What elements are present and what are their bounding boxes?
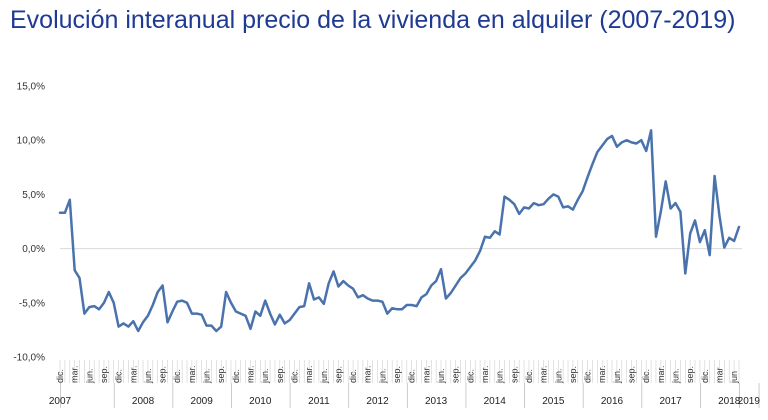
chart-title: Evolución interanual precio de la vivien… bbox=[10, 6, 736, 34]
x-year-label: 2010 bbox=[249, 396, 272, 407]
x-month-label: dic. bbox=[583, 369, 593, 383]
y-tick-label: -10,0% bbox=[13, 353, 45, 364]
x-month-label: jun. bbox=[84, 368, 94, 384]
x-year-label: 2011 bbox=[308, 396, 330, 407]
x-month-label: jun. bbox=[495, 368, 505, 384]
x-tick-labels: dic. mar. jun. sep. dic. mar. jun. sep. dic. mar.… bbox=[49, 365, 760, 407]
x-year-label: 2014 bbox=[484, 396, 507, 407]
x-month-label: mar. bbox=[128, 365, 138, 383]
x-month-label: mar. bbox=[304, 365, 314, 383]
x-month-label: sep. bbox=[451, 366, 461, 383]
x-year-label: 2018 bbox=[718, 396, 741, 407]
y-tick-label: 15,0% bbox=[17, 82, 45, 93]
x-month-label: jun bbox=[729, 371, 739, 384]
x-month-label: jun. bbox=[260, 368, 270, 384]
x-month-label: mar. bbox=[480, 365, 490, 383]
y-tick-label: 10,0% bbox=[17, 136, 45, 147]
x-year-label: 2015 bbox=[542, 396, 565, 407]
x-year-label: 2007 bbox=[49, 396, 72, 407]
x-month-label: sep. bbox=[99, 366, 109, 383]
x-month-label: jun. bbox=[436, 368, 446, 384]
x-month-label: mar bbox=[714, 367, 724, 383]
x-month-label: mar. bbox=[70, 365, 80, 383]
series-line bbox=[58, 129, 741, 333]
x-month-label: jun. bbox=[319, 368, 329, 384]
x-month-label: mar. bbox=[187, 365, 197, 383]
x-month-label: sep. bbox=[568, 366, 578, 383]
x-month-label: dic. bbox=[231, 369, 241, 383]
x-month-label: dic. bbox=[465, 369, 475, 383]
x-month-label: dic. bbox=[641, 369, 651, 383]
x-month-label: dic. bbox=[348, 369, 358, 383]
x-month-label: jun. bbox=[143, 368, 153, 384]
x-month-label: dic. bbox=[700, 369, 710, 383]
x-month-label: sep. bbox=[627, 366, 637, 383]
y-tick-labels: 15,0% 10,0% 5,0% 0,0% -5,0% -10,0% bbox=[13, 82, 45, 364]
x-month-label: jun. bbox=[202, 368, 212, 384]
x-month-label: mar. bbox=[597, 365, 607, 383]
x-year-label: 2016 bbox=[601, 396, 624, 407]
x-month-label: sep. bbox=[216, 366, 226, 383]
x-month-label: dic. bbox=[55, 369, 65, 383]
x-month-label: dic. bbox=[289, 369, 299, 383]
x-month-label: jun. bbox=[670, 368, 680, 384]
x-month-label: dic. bbox=[114, 369, 124, 383]
x-month-label: mar. bbox=[363, 365, 373, 383]
x-month-label: sep. bbox=[158, 366, 168, 383]
x-month-label: mar. bbox=[246, 365, 256, 383]
x-year-label: 2019 bbox=[738, 396, 761, 407]
axes bbox=[59, 248, 760, 408]
x-month-label: sep. bbox=[685, 366, 695, 383]
x-month-label: dic. bbox=[407, 369, 417, 383]
x-month-label: sep. bbox=[392, 366, 402, 383]
y-tick-label: 5,0% bbox=[22, 190, 45, 201]
x-month-label: dic. bbox=[172, 369, 182, 383]
x-year-label: 2012 bbox=[366, 396, 389, 407]
x-year-label: 2008 bbox=[132, 396, 155, 407]
x-month-label: mar. bbox=[421, 365, 431, 383]
x-month-label: sep. bbox=[509, 366, 519, 383]
x-month-label: mar. bbox=[656, 365, 666, 383]
y-tick-label: 0,0% bbox=[22, 244, 45, 255]
x-year-label: 2009 bbox=[191, 396, 214, 407]
x-month-label: jun. bbox=[377, 368, 387, 384]
x-month-label: dic. bbox=[524, 369, 534, 383]
x-month-label: jun. bbox=[553, 368, 563, 384]
series-layer bbox=[58, 129, 741, 333]
x-month-label: sep. bbox=[333, 366, 343, 383]
y-tick-label: -5,0% bbox=[19, 298, 45, 309]
x-year-label: 2017 bbox=[659, 396, 682, 407]
x-month-label: mar. bbox=[539, 365, 549, 383]
x-month-label: sep. bbox=[275, 366, 285, 383]
x-year-label: 2013 bbox=[425, 396, 448, 407]
x-month-label: jun. bbox=[612, 368, 622, 384]
